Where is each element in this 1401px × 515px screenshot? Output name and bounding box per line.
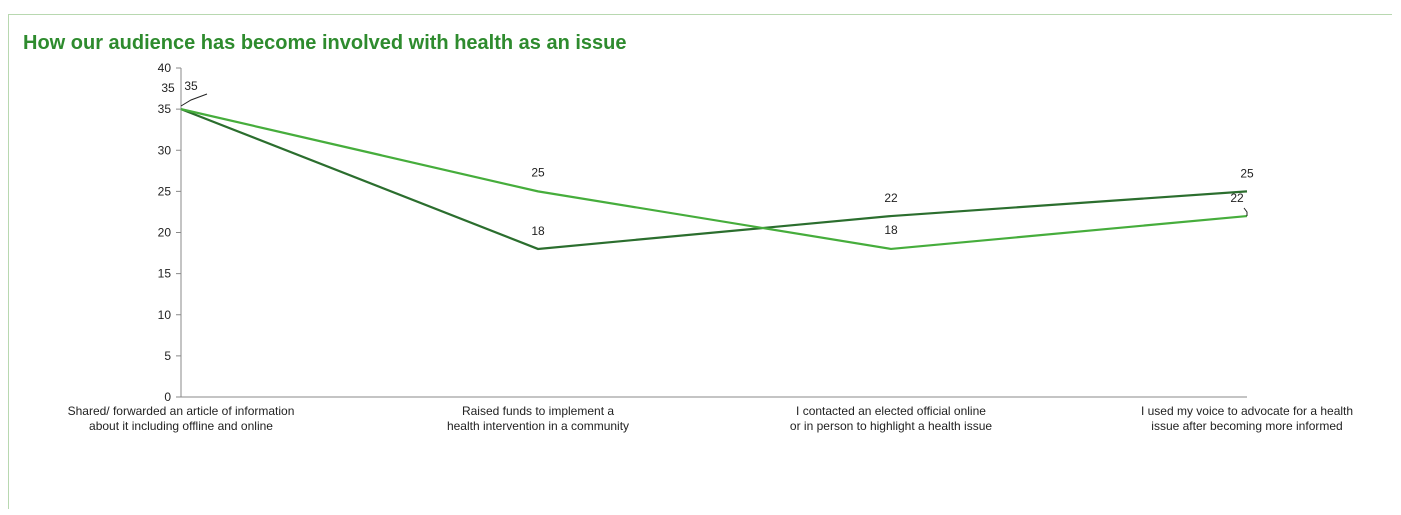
chart-title: How our audience has become involved wit…: [23, 32, 627, 54]
y-tick-label: 25: [158, 184, 172, 198]
data-label: 25: [1240, 166, 1254, 180]
x-category-label: Shared/ forwarded an article of informat…: [68, 404, 295, 433]
x-category-label-line: Shared/ forwarded an article of informat…: [68, 404, 295, 418]
x-category-label-line: I used my voice to advocate for a health: [1141, 404, 1353, 418]
y-tick-label: 0: [164, 390, 171, 404]
x-category-label-line: or in person to highlight a health issue: [790, 419, 992, 433]
chart-axes: 0 5 10 15 20 25 30 35 40: [158, 61, 1247, 404]
data-label: 22: [1230, 191, 1244, 205]
y-tick-label: 10: [158, 308, 172, 322]
data-label: 18: [531, 224, 545, 238]
x-category-label-line: I contacted an elected official online: [796, 404, 986, 418]
x-category-label: Raised funds to implement a health interv…: [447, 404, 629, 433]
x-category-label-line: Raised funds to implement a: [462, 404, 614, 418]
label-leader-line: [180, 93, 208, 107]
x-category-label-line: about it including offline and online: [89, 419, 273, 433]
label-leader-line: [1243, 207, 1248, 216]
data-label: 18: [884, 223, 898, 237]
y-tick-label: 35: [158, 102, 172, 116]
x-category-label-line: health intervention in a community: [447, 419, 629, 433]
data-label: 25: [531, 165, 545, 179]
y-tick-label: 20: [158, 226, 172, 240]
chart-series: [180, 108, 1248, 251]
x-category-label: I used my voice to advocate for a health…: [1141, 404, 1353, 433]
chart-category-labels: Shared/ forwarded an article of informat…: [68, 404, 1353, 433]
chart-data-labels: 35 18 22 25 35 25 18 22: [161, 79, 1254, 238]
x-category-label-line: issue after becoming more informed: [1151, 419, 1342, 433]
series-line-1: [180, 108, 1248, 251]
data-label: 35: [184, 79, 198, 93]
series-line-2: [180, 108, 1248, 251]
x-category-label: I contacted an elected official online or…: [790, 404, 992, 433]
chart-frame: [8, 14, 1392, 509]
y-tick-label: 15: [158, 267, 172, 281]
data-label: 22: [884, 191, 898, 205]
y-tick-label: 40: [158, 61, 172, 75]
y-tick-label: 5: [164, 349, 171, 363]
data-label: 35: [161, 81, 175, 95]
y-tick-label: 30: [158, 143, 172, 157]
